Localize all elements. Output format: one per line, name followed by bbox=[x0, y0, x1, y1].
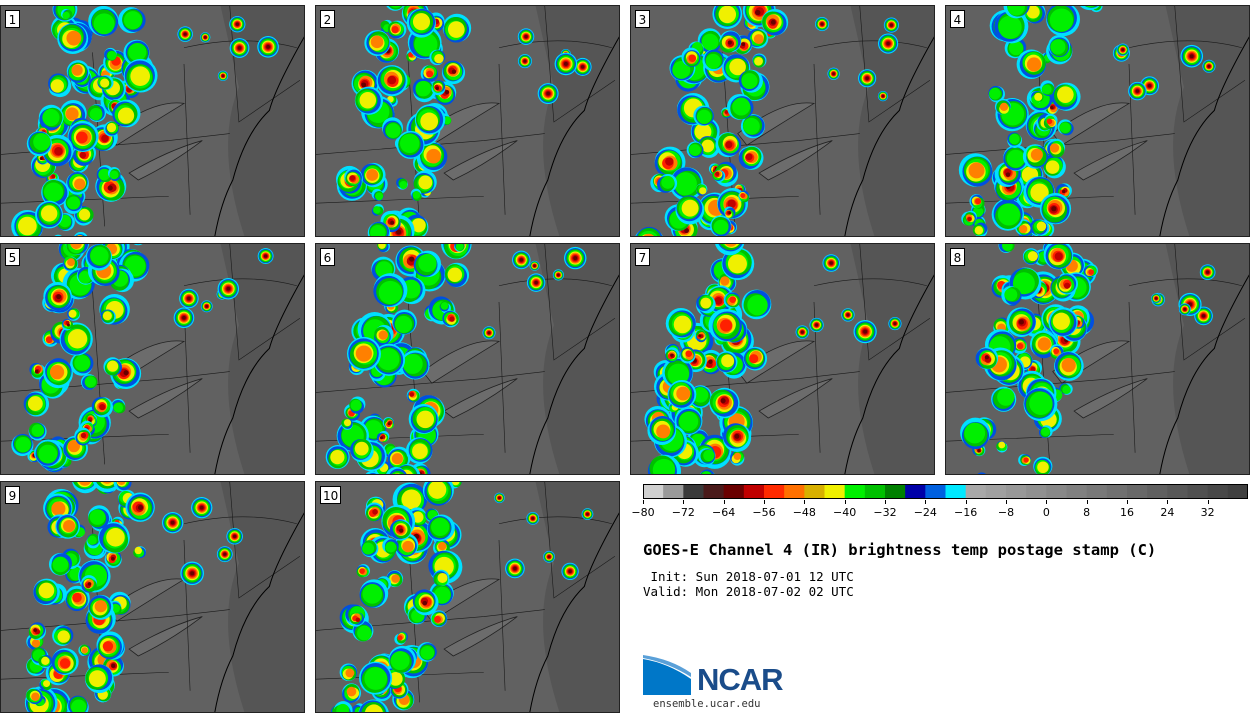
panel-number: 4 bbox=[950, 10, 965, 28]
ir-map bbox=[1, 482, 305, 713]
postage-stamp-panel: 3 bbox=[630, 5, 935, 237]
colorbar-swatch bbox=[1167, 484, 1188, 499]
colorbar-swatch bbox=[663, 484, 684, 499]
colorbar-tick-label: −48 bbox=[793, 506, 816, 519]
colorbar-swatch bbox=[825, 484, 846, 499]
colorbar-swatch bbox=[744, 484, 765, 499]
panel-number: 10 bbox=[320, 486, 341, 504]
panel-number: 3 bbox=[635, 10, 650, 28]
colorbar-tick-label: −16 bbox=[954, 506, 977, 519]
ir-map bbox=[316, 244, 620, 475]
colorbar-swatch bbox=[784, 484, 805, 499]
colorbar-swatch bbox=[643, 484, 664, 499]
colorbar-tick-label: −40 bbox=[833, 506, 856, 519]
colorbar-swatch bbox=[986, 484, 1007, 499]
init-time: Init: Sun 2018-07-01 12 UTC bbox=[643, 569, 854, 584]
postage-stamp-panel: 1 bbox=[0, 5, 305, 237]
colorbar-tick-label: −80 bbox=[631, 506, 654, 519]
colorbar-swatch bbox=[865, 484, 886, 499]
colorbar-swatch bbox=[1046, 484, 1067, 499]
colorbar-tick-mark bbox=[1087, 500, 1088, 504]
colorbar-tick-mark bbox=[1006, 500, 1007, 504]
colorbar-tick-label: 0 bbox=[1043, 506, 1050, 519]
colorbar-tick-label: −32 bbox=[873, 506, 896, 519]
postage-stamp-panel: 2 bbox=[315, 5, 620, 237]
colorbar-tick-mark bbox=[845, 500, 846, 504]
colorbar-tick-mark bbox=[643, 500, 644, 504]
colorbar-tick-mark bbox=[764, 500, 765, 504]
colorbar-swatch bbox=[845, 484, 866, 499]
panel-number: 2 bbox=[320, 10, 335, 28]
panel-number: 8 bbox=[950, 248, 965, 266]
colorbar-swatch bbox=[1208, 484, 1229, 499]
colorbar-swatch bbox=[1127, 484, 1148, 499]
panel-number: 7 bbox=[635, 248, 650, 266]
colorbar-tick-mark bbox=[1208, 500, 1209, 504]
page-title: GOES-E Channel 4 (IR) brightness temp po… bbox=[643, 541, 1156, 559]
colorbar-swatch bbox=[764, 484, 785, 499]
ir-map bbox=[946, 6, 1250, 237]
colorbar-swatch bbox=[1228, 484, 1248, 499]
ir-map bbox=[316, 482, 620, 713]
postage-stamp-panel: 5 bbox=[0, 243, 305, 475]
colorbar-tick-label: 32 bbox=[1201, 506, 1215, 519]
colorbar-swatch bbox=[1006, 484, 1027, 499]
ir-map bbox=[1, 6, 305, 237]
postage-stamp-panel: 4 bbox=[945, 5, 1250, 237]
panel-number: 5 bbox=[5, 248, 20, 266]
colorbar-swatch bbox=[1147, 484, 1168, 499]
colorbar-swatch bbox=[683, 484, 704, 499]
panel-number: 1 bbox=[5, 10, 20, 28]
colorbar-tick-label: −64 bbox=[712, 506, 735, 519]
logo-wordmark: NCAR bbox=[697, 662, 783, 698]
colorbar bbox=[643, 484, 1248, 500]
colorbar-swatch bbox=[704, 484, 725, 499]
colorbar-tick-label: 24 bbox=[1160, 506, 1174, 519]
colorbar-tick-mark bbox=[683, 500, 684, 504]
colorbar-swatch bbox=[885, 484, 906, 499]
colorbar-swatch bbox=[905, 484, 926, 499]
colorbar-tick-label: −56 bbox=[752, 506, 775, 519]
ir-map bbox=[631, 244, 935, 475]
colorbar-tick-mark bbox=[1127, 500, 1128, 504]
colorbar-tick-mark bbox=[925, 500, 926, 504]
colorbar-tick-label: −8 bbox=[998, 506, 1014, 519]
panel-number: 9 bbox=[5, 486, 20, 504]
ir-map bbox=[1, 244, 305, 475]
ir-map bbox=[316, 6, 620, 237]
colorbar-tick-mark bbox=[885, 500, 886, 504]
colorbar-tick-mark bbox=[1046, 500, 1047, 504]
panel-number: 6 bbox=[320, 248, 335, 266]
colorbar-swatch bbox=[724, 484, 745, 499]
site-url: ensemble.ucar.edu bbox=[653, 698, 760, 710]
ir-map bbox=[946, 244, 1250, 475]
postage-stamp-panel: 6 bbox=[315, 243, 620, 475]
colorbar-swatch bbox=[1026, 484, 1047, 499]
colorbar-swatch bbox=[1107, 484, 1128, 499]
colorbar-tick-label: 8 bbox=[1083, 506, 1090, 519]
colorbar-tick-label: −72 bbox=[672, 506, 695, 519]
postage-stamp-panel: 10 bbox=[315, 481, 620, 713]
colorbar-swatch bbox=[1188, 484, 1209, 499]
postage-stamp-panel: 8 bbox=[945, 243, 1250, 475]
ir-map bbox=[631, 6, 935, 237]
colorbar-tick-label: 16 bbox=[1120, 506, 1134, 519]
valid-time: Valid: Mon 2018-07-02 02 UTC bbox=[643, 584, 854, 599]
colorbar-swatch bbox=[966, 484, 987, 499]
colorbar-swatch bbox=[804, 484, 825, 499]
colorbar-swatch bbox=[925, 484, 946, 499]
colorbar-tick-mark bbox=[1167, 500, 1168, 504]
postage-stamp-panel: 7 bbox=[630, 243, 935, 475]
postage-stamp-panel: 9 bbox=[0, 481, 305, 713]
colorbar-swatch bbox=[1067, 484, 1088, 499]
colorbar-tick-mark bbox=[724, 500, 725, 504]
colorbar-swatch bbox=[1087, 484, 1108, 499]
colorbar-tick-mark bbox=[966, 500, 967, 504]
colorbar-tick-mark bbox=[804, 500, 805, 504]
colorbar-tick-label: −24 bbox=[914, 506, 937, 519]
colorbar-swatch bbox=[946, 484, 967, 499]
